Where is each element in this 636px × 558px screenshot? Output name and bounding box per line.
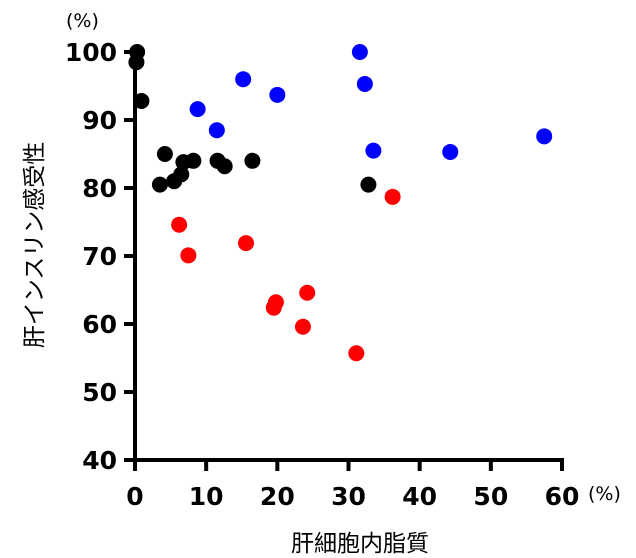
x-tick-label: 10 — [189, 482, 224, 511]
data-point-s0-3 — [156, 146, 173, 162]
data-point-s1-2 — [189, 101, 206, 118]
data-point-s2-8 — [348, 345, 365, 362]
data-point-s2-7 — [294, 318, 311, 335]
data-point-s1-8 — [536, 128, 553, 145]
x-tick-label: 20 — [260, 482, 295, 511]
data-point-s0-8 — [185, 152, 202, 169]
data-point-s0-11 — [244, 152, 261, 169]
data-point-s0-2 — [133, 92, 150, 109]
y-axis-title: 肝インスリン感受性 — [22, 142, 48, 349]
data-point-s2-0 — [171, 216, 188, 233]
data-point-s2-4 — [299, 284, 316, 301]
x-axis-unit: (%) — [588, 483, 621, 505]
x-tick-label: 60 — [545, 482, 580, 511]
data-point-s1-5 — [356, 75, 373, 92]
data-point-s2-1 — [180, 247, 197, 264]
tick-labels: 0 10 20 30 40 50 60 40 50 60 70 80 90 100 — [65, 38, 580, 511]
data-point-s0-12 — [360, 176, 377, 193]
y-tick-label: 100 — [65, 38, 117, 67]
x-tick-label: 40 — [402, 482, 437, 511]
data-point-s1-3 — [208, 122, 225, 139]
y-tick-label: 90 — [82, 106, 117, 135]
data-point-s1-6 — [365, 142, 382, 159]
data-point-s0-6 — [173, 166, 190, 183]
data-point-s1-1 — [269, 86, 286, 103]
x-axis-title: 肝細胞内脂質 — [291, 531, 429, 557]
x-tick-label: 0 — [126, 482, 143, 511]
y-tick-label: 60 — [82, 310, 117, 339]
y-axis-unit: (%) — [66, 10, 99, 32]
data-point-s1-7 — [442, 143, 459, 160]
data-points — [128, 44, 553, 362]
y-tick-label: 50 — [82, 378, 117, 407]
data-point-s1-4 — [351, 44, 368, 60]
axis-ticks — [124, 50, 564, 471]
data-point-s2-6 — [265, 299, 282, 316]
data-point-s0-1 — [128, 54, 145, 71]
x-tick-label: 30 — [331, 482, 366, 511]
data-point-s0-10 — [216, 158, 233, 175]
data-point-s1-0 — [235, 71, 252, 88]
data-point-s2-3 — [384, 188, 401, 205]
y-tick-label: 40 — [82, 446, 117, 475]
y-tick-label: 70 — [82, 242, 117, 271]
data-point-s0-4 — [151, 176, 168, 193]
data-point-s2-2 — [238, 235, 255, 252]
x-tick-label: 50 — [473, 482, 508, 511]
y-tick-label: 80 — [82, 174, 117, 203]
